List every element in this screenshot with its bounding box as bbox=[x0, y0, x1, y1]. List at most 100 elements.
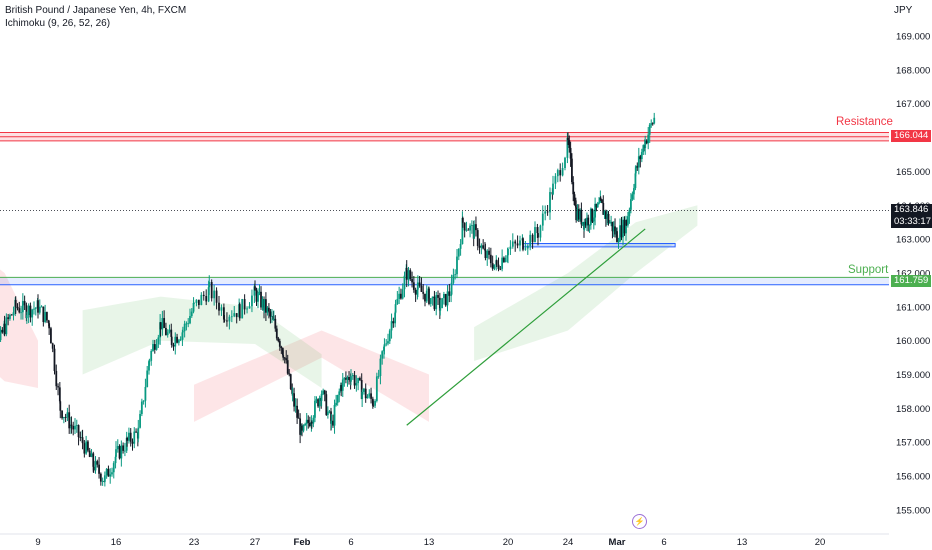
candle-body bbox=[516, 243, 519, 246]
candle-body bbox=[601, 199, 603, 203]
candle-body bbox=[280, 346, 283, 349]
candle-body bbox=[70, 424, 73, 426]
cloud-red-segment bbox=[0, 269, 38, 388]
candle-body bbox=[591, 208, 594, 222]
candle-body bbox=[233, 313, 236, 317]
candle-body bbox=[253, 286, 256, 296]
candle-body bbox=[379, 358, 382, 376]
candle-body bbox=[531, 234, 534, 243]
candle-body bbox=[579, 209, 581, 220]
candle-body bbox=[568, 140, 571, 148]
candle-body bbox=[320, 393, 323, 401]
candle-body bbox=[583, 221, 586, 230]
candle-body bbox=[437, 295, 439, 298]
candle-body bbox=[248, 306, 251, 309]
candle-body bbox=[586, 217, 588, 226]
candle-body bbox=[441, 298, 443, 309]
trendline bbox=[406, 228, 646, 426]
candle-body bbox=[392, 321, 395, 324]
indicator-legend[interactable]: Ichimoku (9, 26, 52, 26) bbox=[5, 18, 111, 29]
price-tick-label: 156.000 bbox=[896, 472, 930, 483]
candle-body bbox=[388, 330, 391, 342]
candle-body bbox=[163, 318, 166, 328]
price-axis[interactable]: JPY169.000168.000167.000166.000165.00016… bbox=[889, 0, 932, 550]
candle-body bbox=[617, 241, 620, 243]
candle-body bbox=[619, 225, 621, 242]
candle-body bbox=[495, 260, 498, 265]
candle-body bbox=[595, 203, 598, 208]
candle-body bbox=[23, 301, 26, 306]
candle-body bbox=[650, 123, 653, 125]
price-tick-label: 165.000 bbox=[896, 167, 930, 178]
candle-body bbox=[166, 332, 169, 336]
candle-body bbox=[511, 241, 514, 247]
candle-body bbox=[62, 417, 65, 419]
candle-body bbox=[31, 309, 34, 318]
candle-body bbox=[480, 245, 483, 248]
candle-body bbox=[96, 461, 99, 465]
candle-body bbox=[5, 317, 8, 335]
candle-body bbox=[294, 405, 297, 407]
support-zone bbox=[0, 277, 889, 285]
candle-body bbox=[64, 417, 67, 418]
candle-body bbox=[305, 419, 308, 424]
candle-body bbox=[87, 441, 89, 451]
price-tick-label: 155.000 bbox=[896, 505, 930, 516]
candle-body bbox=[266, 307, 269, 313]
support-label: Support bbox=[848, 264, 889, 277]
candle-body bbox=[192, 303, 195, 312]
candle-body bbox=[205, 296, 208, 302]
candle-body bbox=[368, 393, 371, 397]
candle-body bbox=[566, 137, 569, 158]
candle-body bbox=[642, 145, 645, 153]
cloud-green-segment bbox=[82, 296, 322, 388]
candle-body bbox=[218, 302, 220, 311]
candle-body bbox=[274, 318, 277, 329]
candle-body bbox=[197, 299, 200, 306]
time-tick-label: 24 bbox=[563, 537, 574, 548]
candle-body bbox=[181, 331, 184, 333]
support-price-tag: 161.759 bbox=[891, 275, 932, 288]
candle-body bbox=[343, 378, 346, 380]
candle-body bbox=[268, 307, 270, 312]
candle-body bbox=[372, 405, 375, 407]
candle-body bbox=[411, 279, 413, 283]
price-tick-label: 168.000 bbox=[896, 65, 930, 76]
candle-body bbox=[40, 306, 43, 308]
candle-body bbox=[142, 400, 145, 402]
candle-body bbox=[283, 357, 286, 359]
chart-title[interactable]: British Pound / Japanese Yen, 4h, FXCM bbox=[5, 5, 187, 16]
candle-body bbox=[396, 298, 399, 305]
lightning-icon[interactable]: ⚡ bbox=[632, 514, 647, 529]
candle-body bbox=[366, 396, 369, 399]
candle-body bbox=[314, 400, 316, 418]
candle-body bbox=[489, 254, 492, 264]
candle-body bbox=[630, 199, 632, 210]
candle-body bbox=[442, 293, 445, 299]
candle-body bbox=[301, 425, 303, 431]
candle-body bbox=[478, 245, 481, 248]
candle-body bbox=[444, 293, 447, 306]
candle-body bbox=[345, 378, 347, 380]
candle-body bbox=[85, 441, 88, 454]
candle-body bbox=[317, 399, 319, 407]
candle-body bbox=[200, 294, 203, 306]
candle-body bbox=[335, 402, 338, 405]
candle-body bbox=[499, 268, 502, 270]
candle-body bbox=[501, 257, 504, 269]
candle-body bbox=[330, 420, 333, 424]
candle-body bbox=[170, 336, 173, 345]
candle-body bbox=[7, 317, 10, 319]
time-axis[interactable]: 9 16 23 27 Feb 6 13 20 24 Mar 6 13 20 bbox=[35, 537, 825, 548]
candle-body bbox=[470, 225, 473, 226]
last-price-tag: 163.846 03:33:17 bbox=[891, 204, 932, 229]
candle-body bbox=[514, 241, 517, 244]
candle-body bbox=[297, 417, 300, 419]
candle-body bbox=[81, 437, 84, 444]
candle-body bbox=[439, 308, 442, 311]
resistance-label: Resistance bbox=[836, 116, 893, 129]
candle-body bbox=[418, 282, 421, 286]
candle-body bbox=[412, 282, 415, 290]
candle-body bbox=[596, 203, 599, 208]
